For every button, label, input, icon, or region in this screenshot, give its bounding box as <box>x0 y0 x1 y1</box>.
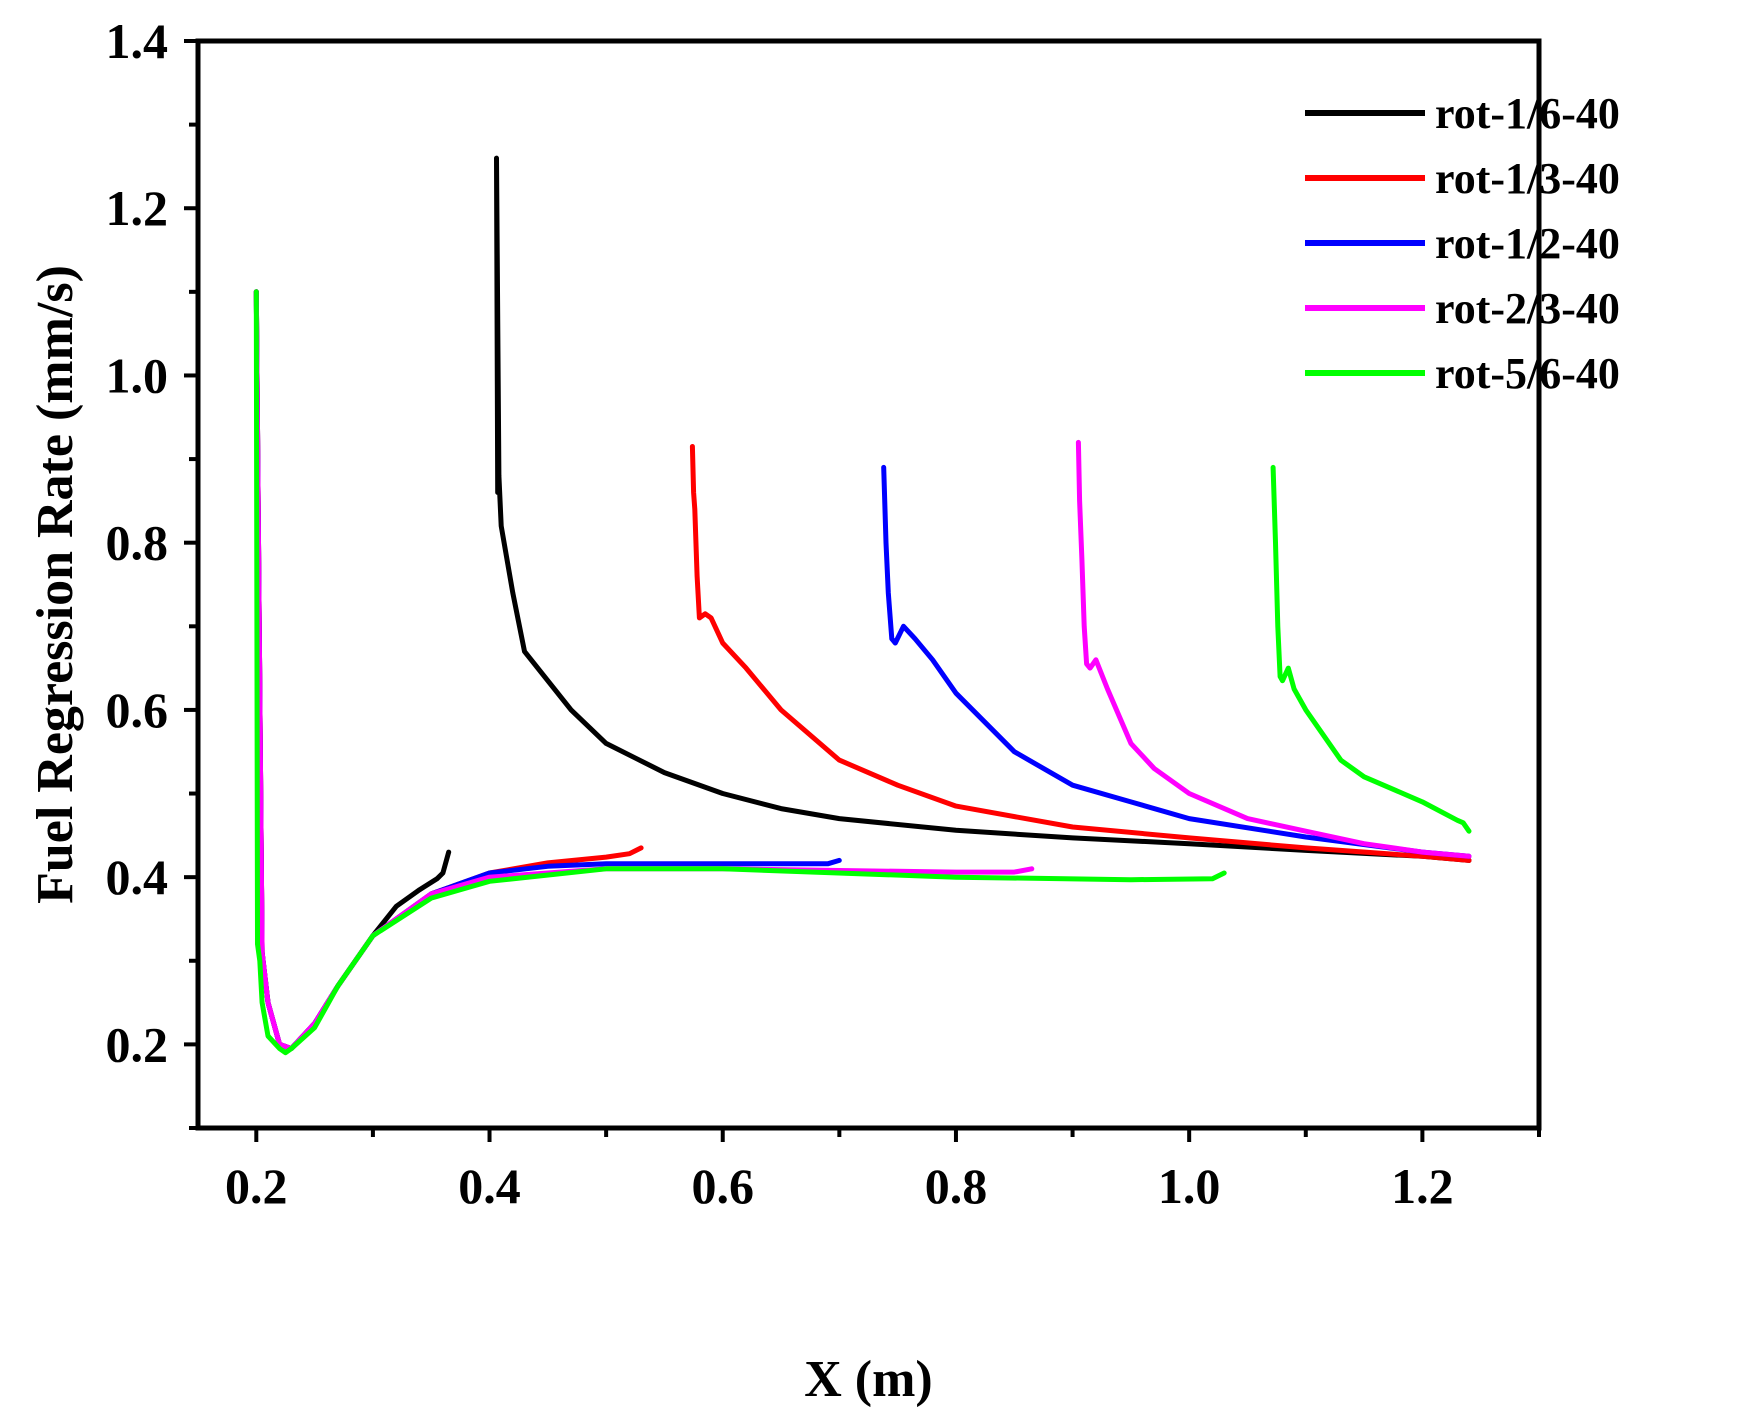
series-line-5 <box>1270 464 1472 834</box>
series-line-4 <box>1075 439 1472 859</box>
series-layer <box>253 155 1472 1056</box>
y-tick-label: 0.4 <box>106 849 169 905</box>
y-tick-label: 0.8 <box>106 515 169 571</box>
legend-label: rot-1/6-40 <box>1435 89 1620 138</box>
series-line-5 <box>253 289 1227 1056</box>
plot-frame <box>195 38 1542 1131</box>
y-tick-label: 1.4 <box>106 13 169 69</box>
legend-label: rot-1/2-40 <box>1435 219 1620 268</box>
x-tick-label: 1.0 <box>1158 1158 1221 1214</box>
y-tick-label: 1.0 <box>106 347 169 403</box>
y-tick-label: 0.6 <box>106 682 169 738</box>
series-line-1 <box>494 155 1472 863</box>
y-axis-title: Fuel Regression Rate (mm/s) <box>27 265 84 904</box>
x-tick-label: 0.4 <box>458 1158 521 1214</box>
y-tick-label: 0.2 <box>106 1016 169 1072</box>
y-tick-label: 1.2 <box>106 180 169 236</box>
x-axis-title: X (m) <box>804 1351 933 1408</box>
series-line-2 <box>253 289 644 1052</box>
legend-label: rot-2/3-40 <box>1435 284 1620 333</box>
x-tick-label: 0.8 <box>925 1158 988 1214</box>
ticks-layer: 0.2 0.4 0.6 0.8 1.0 1.2 0.2 0.4 0.6 0.8 1.0 1.2 1.4 <box>106 13 1541 1214</box>
x-tick-label: 0.2 <box>225 1158 288 1214</box>
series-line-2 <box>689 444 1472 863</box>
series-line-3 <box>253 289 842 1052</box>
x-tick-label: 0.6 <box>691 1158 754 1214</box>
series-line-3 <box>881 464 1472 859</box>
legend-label: rot-5/6-40 <box>1435 349 1620 398</box>
x-tick-label: 1.2 <box>1391 1158 1454 1214</box>
legend-label: rot-1/3-40 <box>1435 154 1620 203</box>
legend: rot-1/6-40 rot-1/3-40 rot-1/2-40 rot-2/3-40… <box>1305 89 1620 398</box>
series-line-1 <box>253 289 452 1052</box>
